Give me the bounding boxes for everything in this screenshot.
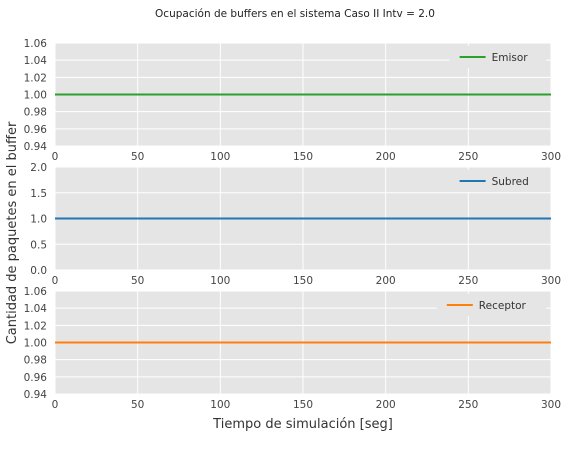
x-tick-label: 200 xyxy=(376,151,396,163)
legend-box xyxy=(449,46,546,68)
x-tick-label: 150 xyxy=(293,275,313,287)
x-tick-label: 100 xyxy=(210,151,230,163)
y-tick-label: 1.06 xyxy=(24,286,48,298)
y-tick-label: 1.04 xyxy=(24,55,48,67)
chart-title: Ocupación de buffers en el sistema Caso … xyxy=(155,8,435,20)
y-tick-label: 1.0 xyxy=(30,214,47,226)
x-tick-label: 250 xyxy=(458,151,478,163)
x-tick-label: 300 xyxy=(541,151,561,163)
x-tick-label: 0 xyxy=(52,151,59,163)
y-tick-label: 1.02 xyxy=(24,320,47,332)
x-tick-label: 0 xyxy=(52,399,59,411)
legend-entry-receptor: Receptor xyxy=(479,300,527,312)
y-tick-label: 0.98 xyxy=(24,355,47,367)
y-tick-label: 1.00 xyxy=(24,338,47,350)
x-tick-label: 150 xyxy=(293,151,313,163)
subplots-group: 0 50 100 150 200 250 3000.940.960.981.001.021.… xyxy=(24,38,561,411)
legend-entry-subred: Subred xyxy=(492,176,529,188)
subplot-1: 0 50 100 150 200 250 300 0.94 0.96 0.98 1.00 1.02 1.… xyxy=(24,38,561,163)
y-tick-label: 2.0 xyxy=(30,162,47,174)
y-tick-label: 0.94 xyxy=(24,141,48,153)
y-tick-label: 1.02 xyxy=(24,72,47,84)
x-tick-label: 250 xyxy=(458,275,478,287)
subplot-3: 0 50 100 150 200 250 300 0.94 0.96 0.98 1.00 1.02 1.… xyxy=(24,286,561,411)
y-tick-label: 1.00 xyxy=(24,90,47,102)
y-tick-label: 1.04 xyxy=(24,303,48,315)
y-tick-label: 0.98 xyxy=(24,107,47,119)
y-tick-label: 1.5 xyxy=(30,188,47,200)
x-tick-label: 300 xyxy=(541,399,561,411)
y-axis-label: Cantidad de paquetes en el buffer xyxy=(5,121,20,344)
x-tick-label: 100 xyxy=(210,275,230,287)
subplot-2: 0 50 100 150 200 250 300 0.0 0.5 1.0 1.5 2.0 Subred xyxy=(30,162,561,287)
x-tick-label: 300 xyxy=(541,275,561,287)
legend-entry-emisor: Emisor xyxy=(492,52,529,64)
legend-box xyxy=(436,294,546,316)
y-tick-label: 0.0 xyxy=(30,265,47,277)
x-tick-label: 200 xyxy=(376,275,396,287)
legend-box xyxy=(449,170,546,192)
y-tick-label: 0.5 xyxy=(30,239,47,251)
x-tick-label: 100 xyxy=(210,399,230,411)
x-tick-label: 50 xyxy=(131,399,144,411)
y-tick-label: 0.96 xyxy=(24,124,48,136)
x-tick-label: 50 xyxy=(131,275,144,287)
y-tick-label: 0.94 xyxy=(24,389,48,401)
x-tick-label: 0 xyxy=(52,275,59,287)
y-tick-label: 1.06 xyxy=(24,38,48,50)
x-tick-label: 250 xyxy=(458,399,478,411)
x-axis-label: Tiempo de simulación [seg] xyxy=(212,417,393,432)
y-tick-label: 0.96 xyxy=(24,372,48,384)
x-tick-label: 150 xyxy=(293,399,313,411)
x-tick-label: 200 xyxy=(376,399,396,411)
x-tick-label: 50 xyxy=(131,151,144,163)
